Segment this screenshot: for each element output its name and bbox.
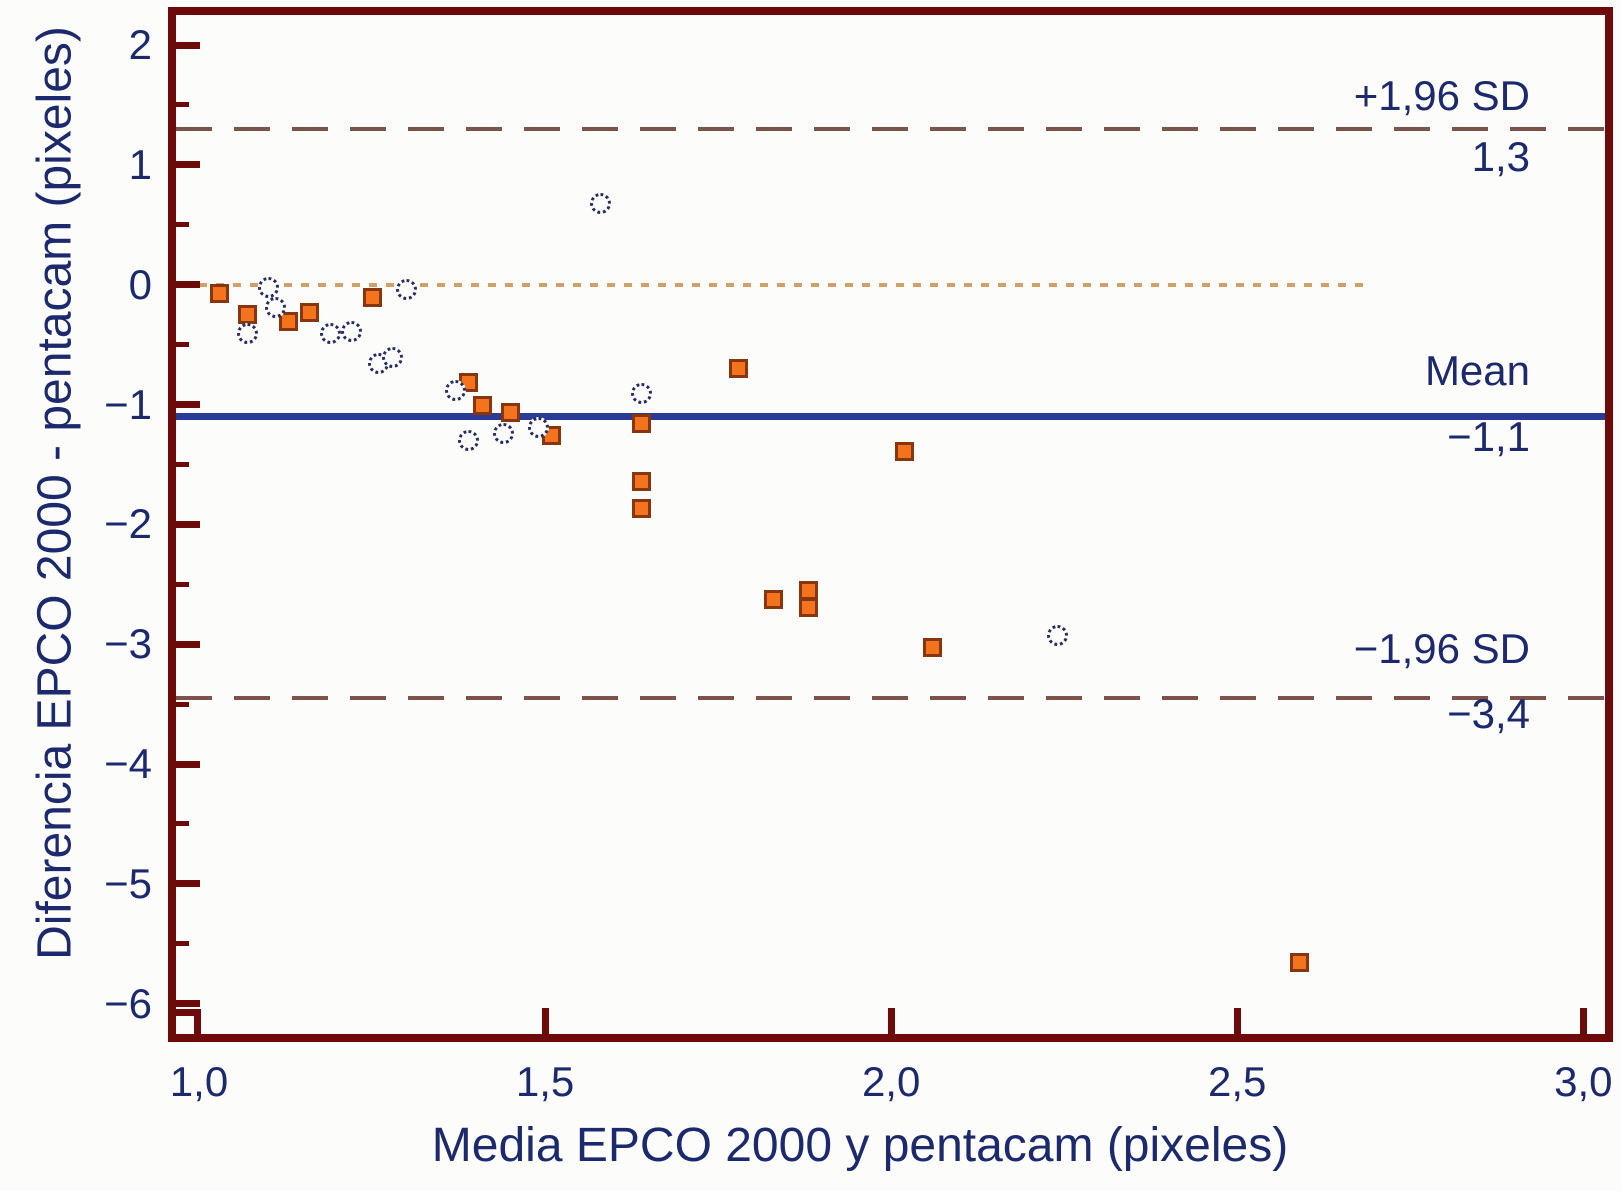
- data-point-circle: [396, 278, 418, 300]
- data-point-square: [300, 302, 320, 322]
- y-axis-major-tick: [176, 640, 200, 648]
- zero-line-line: [199, 282, 1369, 287]
- data-point-circle: [257, 276, 279, 298]
- upper-sd-label: +1,96 SD: [1353, 72, 1530, 119]
- data-point-square: [632, 414, 652, 434]
- upper-limit-of-agreement-line: [176, 126, 1605, 131]
- data-point-circle: [1046, 625, 1068, 647]
- data-point-circle: [444, 379, 466, 401]
- data-point-square: [362, 288, 382, 308]
- lower-limit-of-agreement-line: [176, 696, 1605, 701]
- y-axis-tick-label: −6: [104, 979, 152, 1027]
- y-axis-minor-tick: [176, 102, 189, 108]
- y-axis-minor-tick: [176, 821, 189, 827]
- data-point-circle: [264, 296, 286, 318]
- x-axis-tick: [541, 1008, 549, 1034]
- lower-sd-label: −1,96 SD: [1353, 625, 1530, 672]
- y-axis-tick-label: −2: [104, 500, 152, 548]
- x-axis-tick-label: 1,0: [169, 1058, 229, 1105]
- y-axis-tick-label: −5: [104, 859, 152, 907]
- y-axis-minor-tick: [176, 941, 189, 947]
- data-point-circle: [589, 192, 611, 214]
- data-point-circle: [382, 347, 404, 369]
- data-point-square: [729, 359, 749, 379]
- data-point-square: [500, 403, 520, 423]
- x-axis-tick-label: 3,0: [1554, 1058, 1613, 1105]
- data-point-square: [632, 499, 652, 519]
- plot-area: [168, 7, 1613, 1042]
- upper-sd-value: 1,3: [1471, 133, 1530, 180]
- data-point-circle: [458, 429, 480, 451]
- y-axis-tick-label: −1: [104, 380, 152, 428]
- data-point-square: [473, 396, 493, 416]
- x-axis-tick-label: 2,0: [861, 1058, 921, 1105]
- y-axis-tick-label: 0: [128, 260, 152, 308]
- y-axis-minor-tick: [176, 461, 189, 467]
- data-point-circle: [527, 416, 549, 438]
- data-point-circle: [631, 383, 653, 405]
- y-axis-tick-label: −3: [104, 620, 152, 668]
- y-axis-major-tick: [176, 161, 200, 169]
- data-point-square: [923, 638, 943, 658]
- x-axis-title: Media EPCO 2000 y pentacam (pixeles): [431, 1119, 1289, 1172]
- data-point-circle: [340, 320, 362, 342]
- data-point-square: [1290, 953, 1310, 973]
- mean-value: −1,1: [1447, 413, 1530, 460]
- y-axis-minor-tick: [176, 222, 189, 228]
- lower-sd-value: −3,4: [1447, 690, 1530, 737]
- mean-label: Mean: [1424, 347, 1530, 394]
- x-axis-tick: [1579, 1008, 1587, 1034]
- y-axis-major-tick: [176, 41, 200, 49]
- data-point-square: [798, 597, 818, 617]
- x-tick-notch-1-0: [176, 1009, 201, 1041]
- data-point-square: [763, 590, 783, 610]
- mean-difference-line: [176, 413, 1605, 420]
- y-axis-major-tick: [176, 760, 200, 768]
- x-axis-tick: [1233, 1008, 1241, 1034]
- y-axis-major-tick: [176, 401, 200, 409]
- data-point-square: [210, 283, 230, 303]
- data-point-square: [632, 471, 652, 491]
- y-axis-minor-tick: [176, 701, 189, 707]
- data-point-circle: [236, 323, 258, 345]
- data-point-circle: [320, 323, 341, 345]
- y-axis-minor-tick: [176, 342, 189, 348]
- x-axis-tick-label: 1,5: [515, 1058, 575, 1105]
- data-point-square: [237, 305, 257, 325]
- x-axis-tick: [887, 1008, 895, 1034]
- y-axis-major-tick: [176, 1000, 200, 1008]
- data-point-square: [895, 441, 915, 461]
- y-axis-tick-label: −4: [104, 740, 152, 788]
- data-point-circle: [493, 422, 515, 444]
- y-axis-major-tick: [176, 281, 200, 289]
- y-axis-tick-label: 2: [128, 21, 152, 69]
- data-point-square: [279, 312, 299, 332]
- y-axis-tick-label: 1: [128, 140, 152, 188]
- y-axis-minor-tick: [176, 581, 189, 587]
- x-axis-tick-label: 2,5: [1208, 1058, 1267, 1105]
- y-axis-major-tick: [176, 880, 200, 888]
- y-axis-major-tick: [176, 520, 200, 528]
